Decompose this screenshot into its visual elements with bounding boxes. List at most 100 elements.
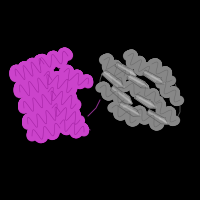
Ellipse shape: [73, 129, 81, 138]
Ellipse shape: [33, 87, 41, 96]
Ellipse shape: [128, 54, 137, 63]
Ellipse shape: [47, 63, 54, 70]
Ellipse shape: [115, 113, 121, 119]
Ellipse shape: [110, 69, 119, 77]
Ellipse shape: [123, 83, 131, 90]
Ellipse shape: [153, 63, 161, 70]
Ellipse shape: [28, 82, 39, 93]
Ellipse shape: [138, 109, 146, 117]
Ellipse shape: [58, 59, 66, 66]
Ellipse shape: [19, 71, 30, 81]
Ellipse shape: [12, 65, 21, 74]
Ellipse shape: [161, 85, 169, 93]
Ellipse shape: [43, 61, 53, 70]
Ellipse shape: [59, 117, 66, 124]
Ellipse shape: [23, 66, 34, 77]
Ellipse shape: [63, 105, 68, 110]
Ellipse shape: [61, 109, 71, 118]
Ellipse shape: [47, 53, 56, 62]
Ellipse shape: [112, 73, 118, 78]
Ellipse shape: [47, 100, 54, 108]
Ellipse shape: [64, 90, 70, 96]
Ellipse shape: [26, 105, 36, 115]
Ellipse shape: [52, 111, 60, 119]
Ellipse shape: [160, 88, 168, 96]
Ellipse shape: [150, 89, 156, 95]
Ellipse shape: [33, 81, 44, 92]
Ellipse shape: [44, 68, 52, 76]
Ellipse shape: [61, 124, 69, 132]
Ellipse shape: [158, 111, 164, 117]
Ellipse shape: [162, 91, 168, 97]
Ellipse shape: [52, 91, 63, 101]
Ellipse shape: [154, 61, 161, 69]
Ellipse shape: [68, 74, 77, 82]
Ellipse shape: [38, 136, 44, 142]
Ellipse shape: [102, 90, 110, 97]
Ellipse shape: [45, 109, 55, 119]
Ellipse shape: [28, 97, 38, 107]
Ellipse shape: [162, 67, 169, 74]
Ellipse shape: [38, 70, 44, 76]
Ellipse shape: [20, 62, 26, 69]
Ellipse shape: [113, 102, 119, 108]
Ellipse shape: [152, 90, 157, 94]
Ellipse shape: [33, 83, 44, 94]
Ellipse shape: [55, 84, 64, 93]
Ellipse shape: [42, 80, 53, 91]
Ellipse shape: [136, 69, 141, 74]
Ellipse shape: [153, 100, 158, 104]
Ellipse shape: [159, 100, 165, 107]
Ellipse shape: [116, 100, 121, 105]
Ellipse shape: [25, 78, 32, 85]
Ellipse shape: [139, 58, 144, 63]
Ellipse shape: [112, 61, 119, 68]
Ellipse shape: [114, 109, 122, 117]
Ellipse shape: [102, 91, 110, 98]
Ellipse shape: [58, 51, 67, 60]
Ellipse shape: [130, 117, 139, 126]
Ellipse shape: [154, 71, 159, 76]
Ellipse shape: [53, 55, 62, 65]
Ellipse shape: [44, 107, 53, 116]
Ellipse shape: [63, 126, 71, 134]
Ellipse shape: [164, 89, 172, 97]
Ellipse shape: [104, 66, 109, 71]
Ellipse shape: [46, 111, 56, 121]
Ellipse shape: [154, 123, 161, 130]
Ellipse shape: [103, 92, 109, 98]
Ellipse shape: [34, 84, 44, 94]
Ellipse shape: [129, 120, 133, 125]
Ellipse shape: [64, 89, 70, 96]
Ellipse shape: [154, 71, 161, 77]
Ellipse shape: [24, 79, 33, 88]
Ellipse shape: [66, 100, 76, 110]
Ellipse shape: [44, 86, 50, 92]
Ellipse shape: [68, 105, 76, 113]
Ellipse shape: [118, 97, 127, 106]
Ellipse shape: [41, 93, 51, 103]
Ellipse shape: [30, 121, 40, 131]
Ellipse shape: [102, 88, 110, 96]
Ellipse shape: [52, 117, 58, 124]
Ellipse shape: [38, 136, 44, 142]
Ellipse shape: [140, 117, 145, 123]
Ellipse shape: [27, 67, 38, 78]
Ellipse shape: [26, 114, 35, 123]
Ellipse shape: [19, 68, 30, 79]
Ellipse shape: [154, 122, 162, 129]
Ellipse shape: [26, 78, 32, 85]
Ellipse shape: [111, 71, 118, 78]
Ellipse shape: [167, 113, 175, 121]
Ellipse shape: [48, 114, 58, 124]
Ellipse shape: [43, 80, 53, 90]
Ellipse shape: [165, 78, 172, 85]
Ellipse shape: [71, 130, 78, 137]
Ellipse shape: [32, 111, 41, 120]
Ellipse shape: [122, 85, 129, 91]
Ellipse shape: [44, 86, 54, 96]
Ellipse shape: [142, 93, 148, 98]
Ellipse shape: [65, 123, 74, 132]
Ellipse shape: [21, 76, 29, 83]
Ellipse shape: [167, 117, 174, 124]
